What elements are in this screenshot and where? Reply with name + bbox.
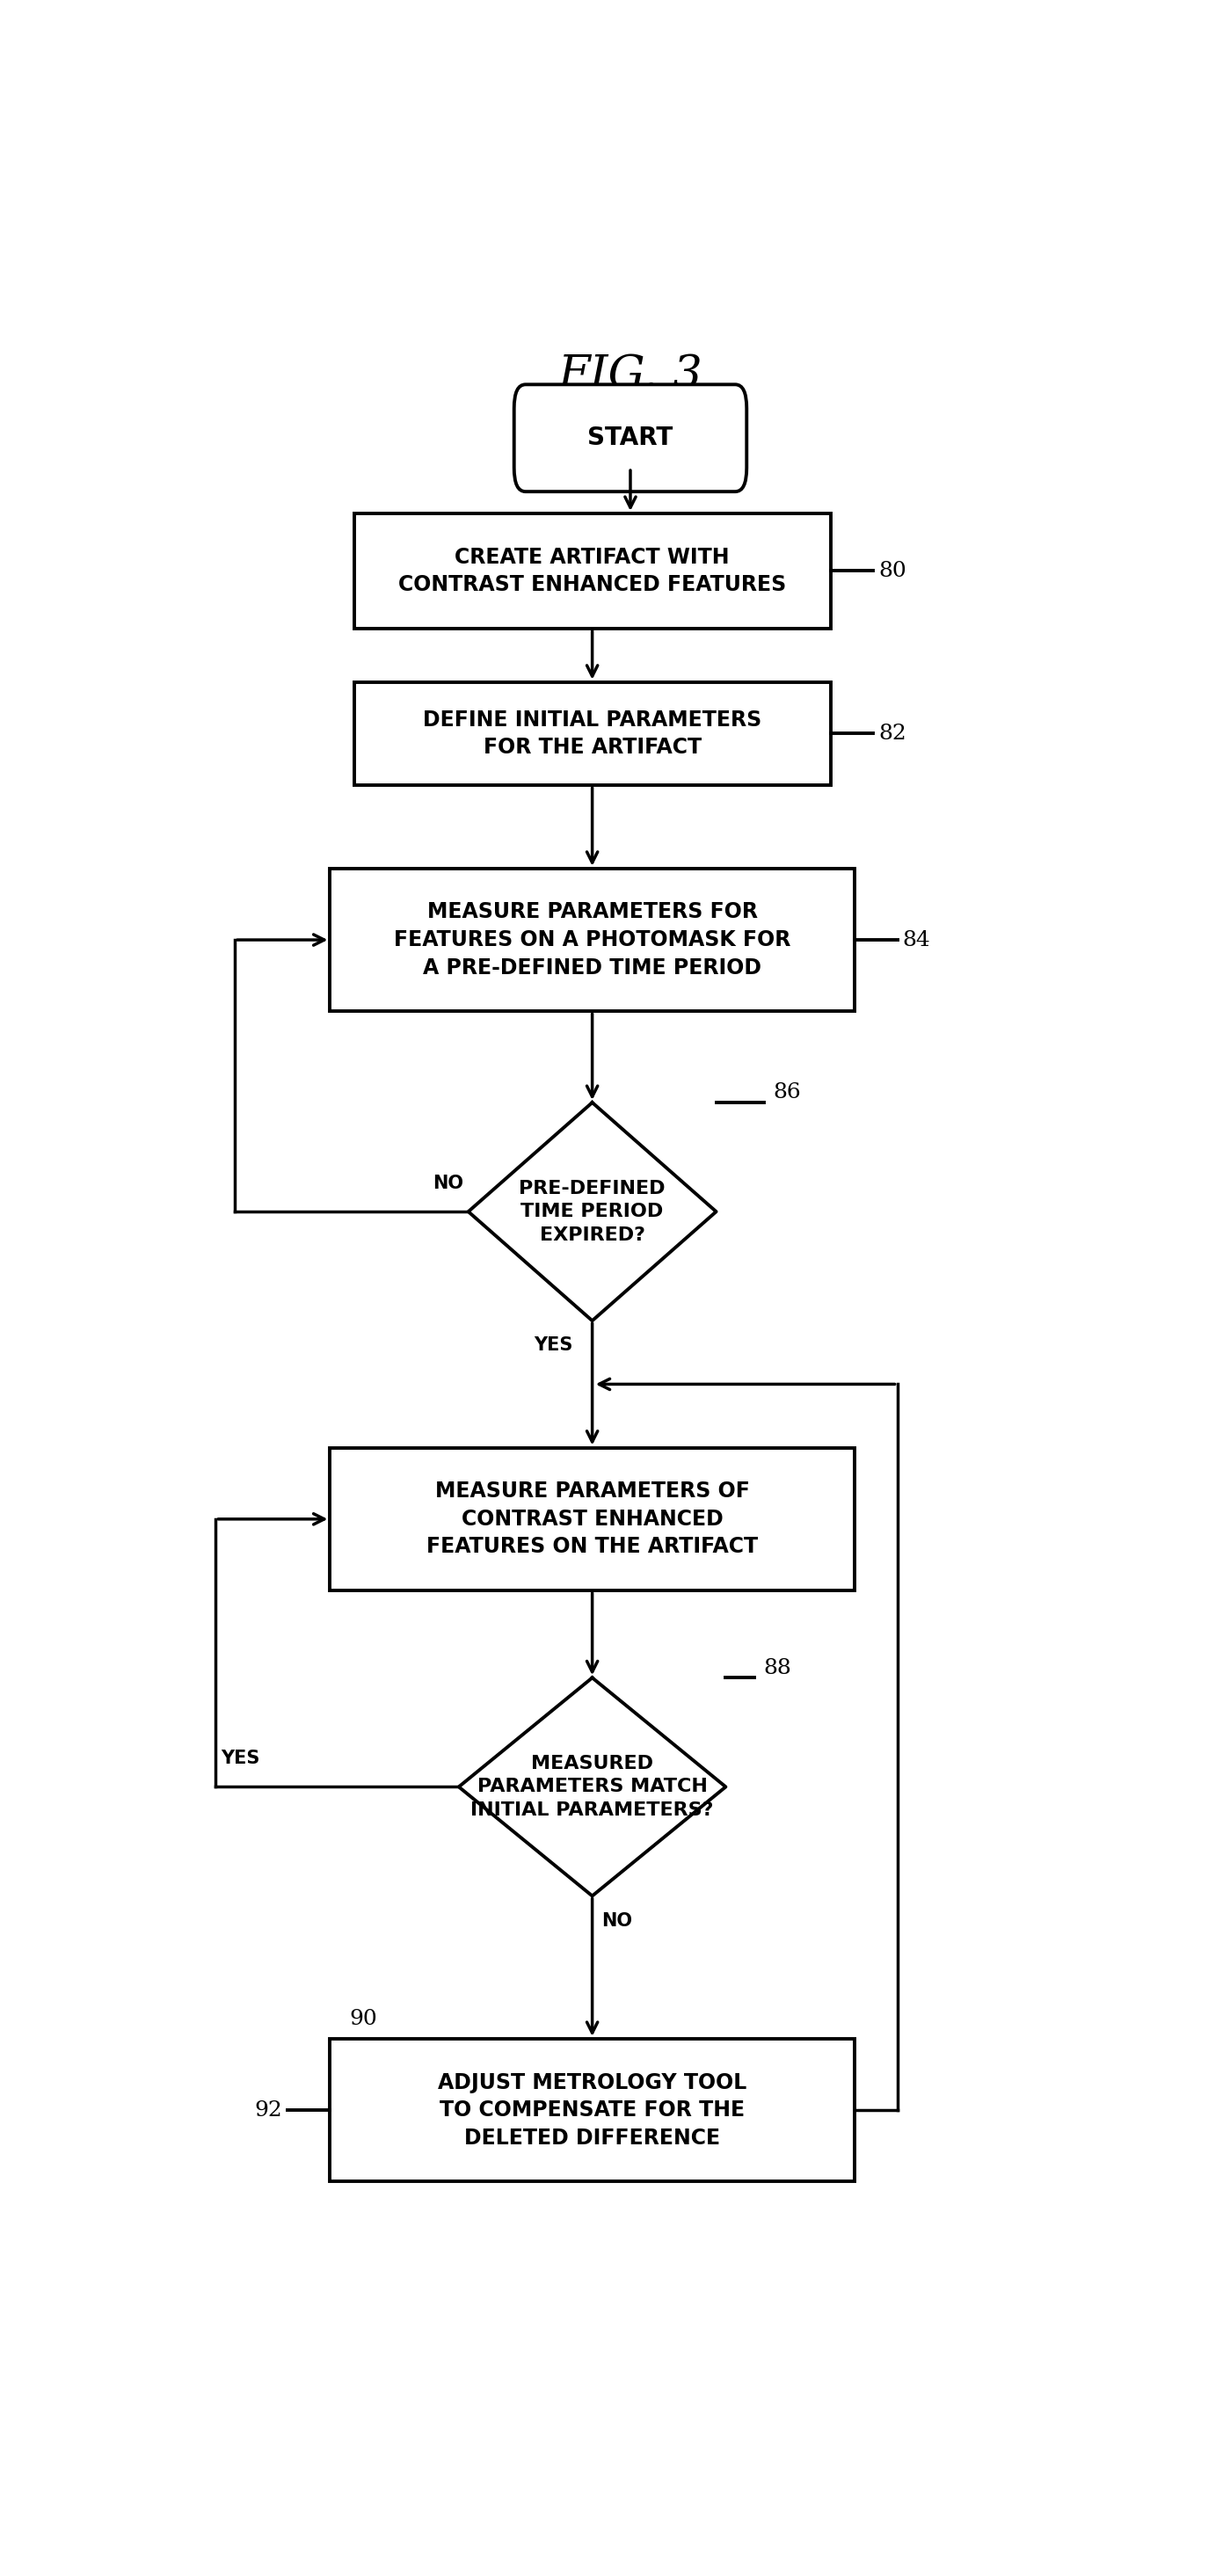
FancyBboxPatch shape	[354, 513, 830, 629]
Text: PRE-DEFINED
TIME PERIOD
EXPIRED?: PRE-DEFINED TIME PERIOD EXPIRED?	[519, 1180, 665, 1244]
Text: 84: 84	[902, 930, 930, 951]
Text: 88: 88	[764, 1659, 792, 1677]
Text: 90: 90	[349, 2009, 378, 2030]
Text: FIG. 3: FIG. 3	[558, 353, 702, 397]
FancyBboxPatch shape	[330, 2038, 855, 2182]
Polygon shape	[459, 1677, 726, 1896]
FancyBboxPatch shape	[514, 384, 747, 492]
Text: YES: YES	[534, 1337, 573, 1355]
Text: 82: 82	[878, 724, 907, 744]
Text: CREATE ARTIFACT WITH
CONTRAST ENHANCED FEATURES: CREATE ARTIFACT WITH CONTRAST ENHANCED F…	[399, 546, 786, 595]
FancyBboxPatch shape	[354, 683, 830, 786]
Text: 92: 92	[255, 2099, 283, 2120]
Text: 86: 86	[774, 1082, 801, 1103]
Text: MEASURE PARAMETERS OF
CONTRAST ENHANCED
FEATURES ON THE ARTIFACT: MEASURE PARAMETERS OF CONTRAST ENHANCED …	[427, 1481, 758, 1558]
FancyBboxPatch shape	[330, 868, 855, 1012]
Text: YES: YES	[220, 1749, 260, 1767]
Text: START: START	[588, 425, 673, 451]
Text: MEASURED
PARAMETERS MATCH
INITIAL PARAMETERS?: MEASURED PARAMETERS MATCH INITIAL PARAME…	[471, 1754, 713, 1819]
Polygon shape	[469, 1103, 716, 1321]
Text: NO: NO	[601, 1911, 632, 1929]
Text: MEASURE PARAMETERS FOR
FEATURES ON A PHOTOMASK FOR
A PRE-DEFINED TIME PERIOD: MEASURE PARAMETERS FOR FEATURES ON A PHO…	[394, 902, 791, 979]
Text: DEFINE INITIAL PARAMETERS
FOR THE ARTIFACT: DEFINE INITIAL PARAMETERS FOR THE ARTIFA…	[423, 708, 761, 757]
Text: NO: NO	[433, 1175, 464, 1193]
Text: 80: 80	[878, 562, 907, 582]
Text: ADJUST METROLOGY TOOL
TO COMPENSATE FOR THE
DELETED DIFFERENCE: ADJUST METROLOGY TOOL TO COMPENSATE FOR …	[438, 2071, 747, 2148]
FancyBboxPatch shape	[330, 1448, 855, 1589]
